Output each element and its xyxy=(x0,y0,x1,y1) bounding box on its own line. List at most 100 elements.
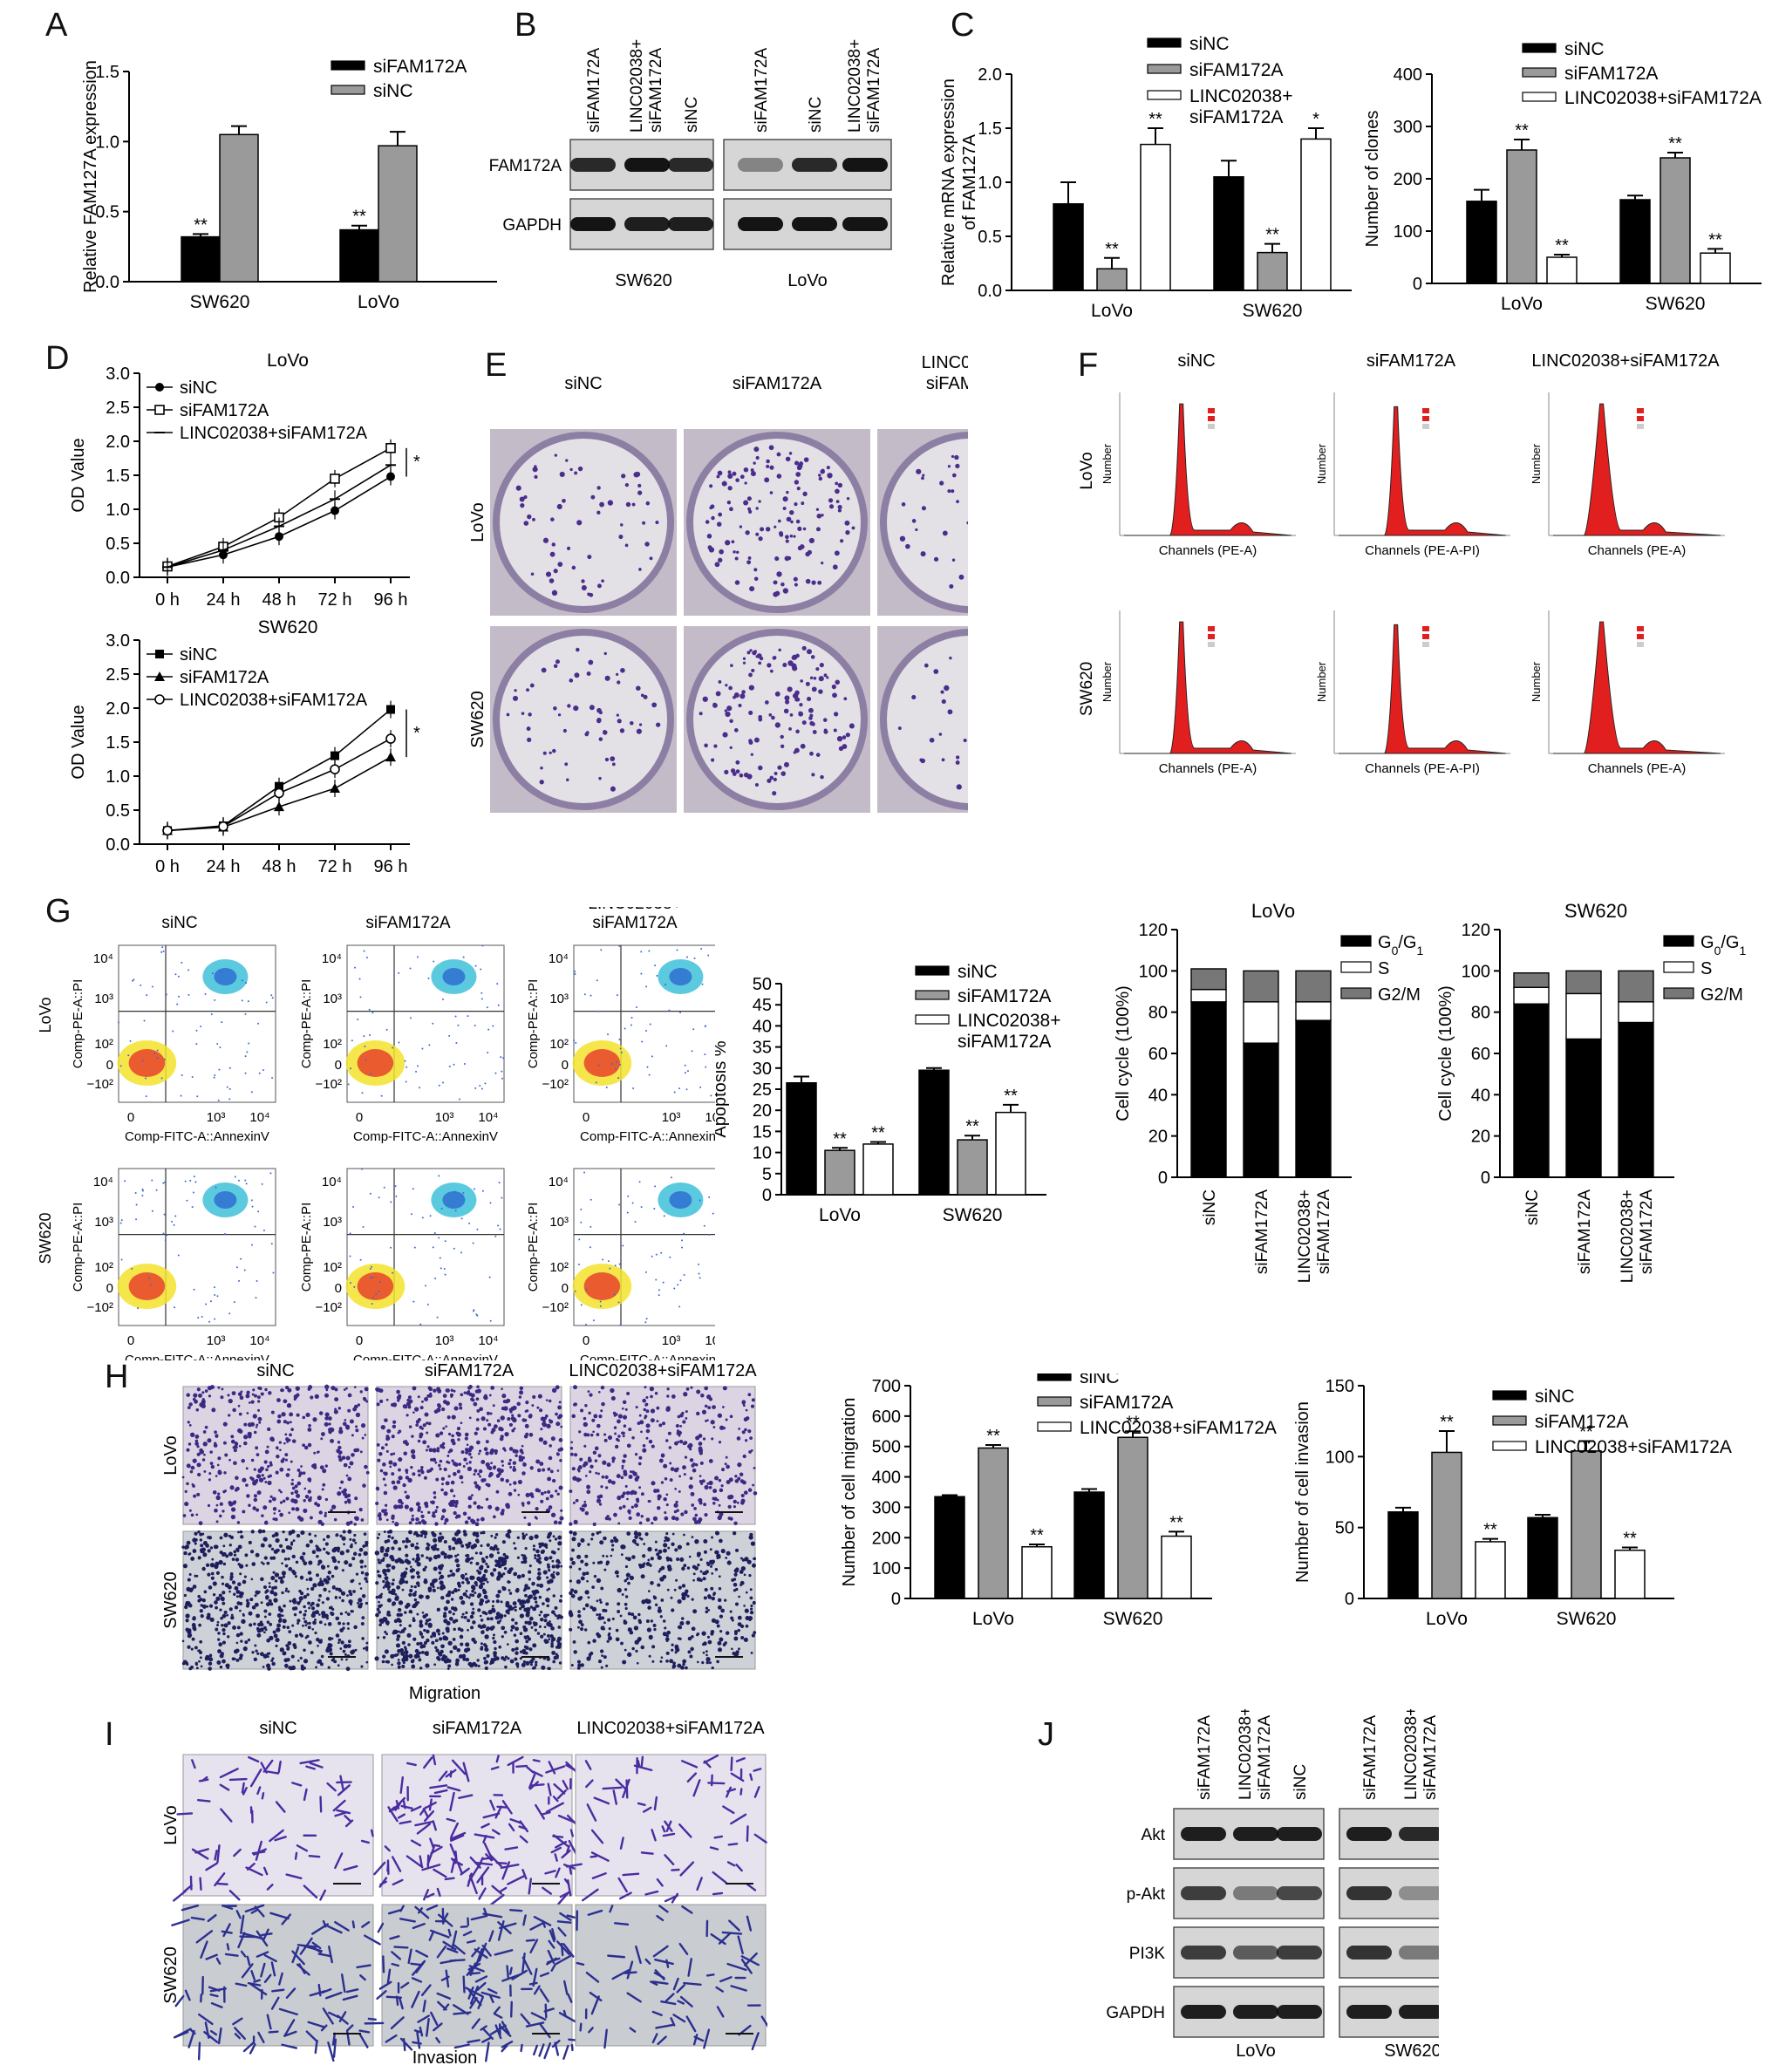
cell xyxy=(307,1571,312,1575)
cell xyxy=(665,1659,669,1663)
colony-dot xyxy=(574,471,578,475)
scatter-event xyxy=(575,1041,577,1044)
cell xyxy=(453,1494,456,1497)
cell xyxy=(393,1504,399,1510)
cell xyxy=(532,1544,535,1548)
cell xyxy=(243,1575,247,1578)
cell xyxy=(487,1599,490,1603)
cell xyxy=(304,1495,310,1499)
cell xyxy=(637,1612,641,1617)
cell xyxy=(214,1442,217,1447)
cell xyxy=(378,1517,382,1521)
cell xyxy=(542,1613,548,1619)
y-tick-label: 40 xyxy=(1148,1086,1168,1105)
stack-g2-m-sifam172a xyxy=(1565,970,1602,995)
cell xyxy=(419,1641,423,1646)
legend-swatch xyxy=(331,85,365,95)
cell xyxy=(680,1665,685,1670)
category-label-sifam172a: siFAM172A xyxy=(1576,1189,1594,1274)
cell xyxy=(471,1589,474,1593)
cell xyxy=(654,1603,658,1606)
cell xyxy=(560,1594,563,1598)
scatter-event xyxy=(359,996,362,999)
cell xyxy=(376,1570,380,1573)
y-tick-label: 2.5 xyxy=(106,399,130,418)
cell xyxy=(515,1662,520,1666)
colony-dot xyxy=(813,676,817,680)
cell xyxy=(467,1596,471,1599)
cell xyxy=(310,1395,314,1400)
cell xyxy=(532,1606,537,1612)
cell xyxy=(509,1465,513,1469)
cell xyxy=(257,1529,262,1534)
cell xyxy=(699,1570,703,1573)
scatter-event xyxy=(140,984,142,986)
colony-dot xyxy=(778,531,784,536)
scatter-event xyxy=(218,1068,221,1071)
cell xyxy=(552,1594,555,1598)
cell xyxy=(358,1553,362,1557)
cell xyxy=(424,1578,427,1582)
cell xyxy=(454,1516,459,1519)
hist-legend-swatch xyxy=(1637,634,1644,639)
scatter-event xyxy=(351,1039,353,1042)
cell xyxy=(399,1580,403,1585)
category-label-linc02038-sifam172a: LINC02038+ xyxy=(1619,1189,1637,1283)
cell xyxy=(253,1494,257,1498)
cell xyxy=(286,1440,290,1443)
colony-dot xyxy=(727,473,733,479)
cell xyxy=(460,1393,464,1397)
cell xyxy=(340,1658,344,1661)
cell xyxy=(324,1464,328,1468)
cell xyxy=(264,1387,268,1392)
cell xyxy=(660,1656,664,1660)
cell xyxy=(470,1455,473,1459)
cell xyxy=(648,1634,653,1639)
cell xyxy=(433,1496,437,1499)
cell xyxy=(716,1660,719,1664)
cell xyxy=(529,1605,534,1609)
cell xyxy=(292,1539,296,1543)
cell xyxy=(385,1632,389,1636)
scatter-event xyxy=(146,994,148,997)
scatter-event xyxy=(350,1282,352,1285)
scatter-event xyxy=(501,1077,503,1080)
scatter-x-label: Comp-FITC-A::AnnexinV xyxy=(353,1129,498,1144)
y-axis-title: Cell cycle (100%) xyxy=(1436,985,1455,1121)
cell xyxy=(392,1485,398,1490)
cell xyxy=(493,1424,498,1429)
chart-title: LoVo xyxy=(1251,900,1295,922)
cell xyxy=(465,1590,468,1593)
cell xyxy=(449,1489,454,1493)
y-tick-label: 40 xyxy=(753,1017,772,1036)
colony-dot xyxy=(559,471,565,477)
colony-dot xyxy=(785,535,789,540)
cell xyxy=(747,1615,753,1621)
cell xyxy=(407,1405,412,1409)
scatter-event xyxy=(705,1066,707,1068)
cell xyxy=(200,1665,203,1668)
cell xyxy=(558,1520,562,1525)
scatter-event xyxy=(460,1217,463,1220)
colony-dot xyxy=(739,773,744,778)
cell xyxy=(673,1468,678,1473)
hist-y-label: Number xyxy=(1101,661,1114,702)
cell xyxy=(714,1476,719,1481)
cell xyxy=(521,1532,525,1536)
cell xyxy=(670,1467,675,1471)
cell xyxy=(186,1463,191,1469)
cell xyxy=(235,1476,239,1481)
cell xyxy=(202,1430,207,1434)
cell xyxy=(470,1626,474,1630)
cell xyxy=(536,1632,541,1635)
y-tick-label: 1.5 xyxy=(978,119,1002,139)
cell xyxy=(746,1559,752,1564)
cell xyxy=(596,1561,601,1564)
cell xyxy=(518,1606,522,1611)
cell xyxy=(708,1480,713,1486)
y-tick-label: 25 xyxy=(753,1080,772,1100)
cell xyxy=(598,1414,603,1419)
significance-mark: ** xyxy=(1623,1529,1637,1548)
cell xyxy=(413,1598,418,1602)
cell xyxy=(731,1578,735,1582)
